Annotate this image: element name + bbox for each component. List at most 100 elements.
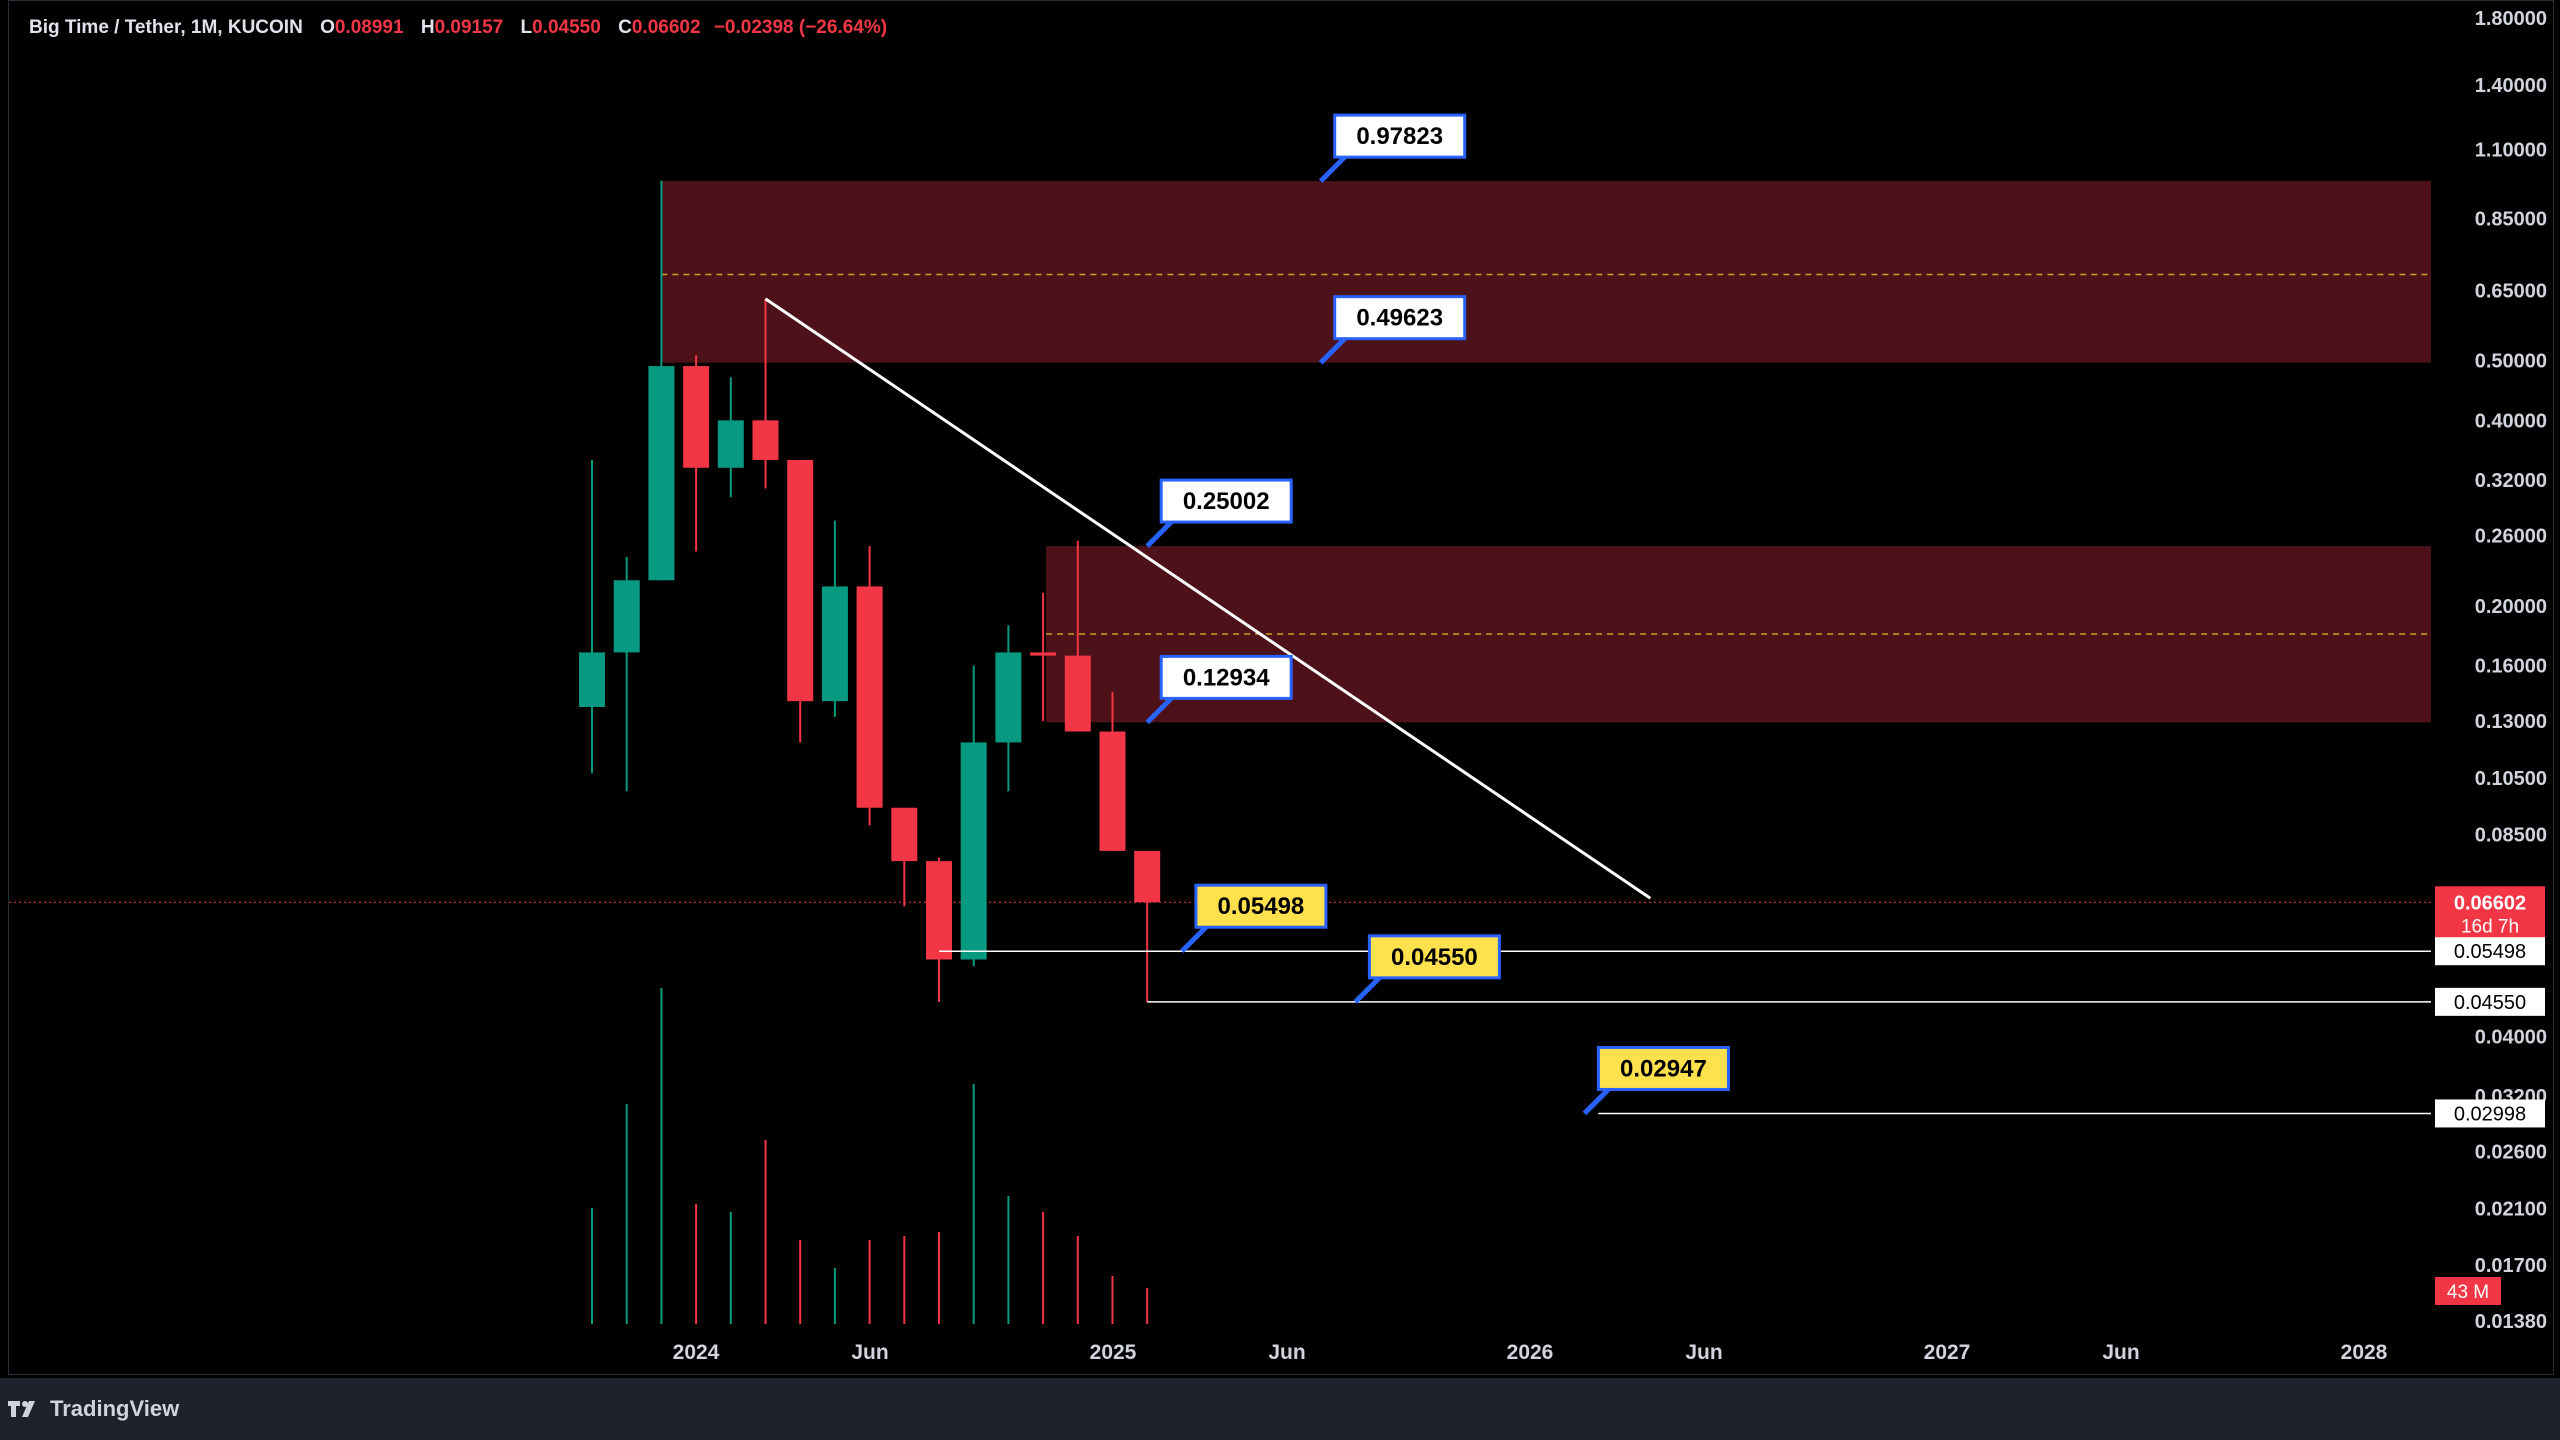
price-axis-label: 0.02100 xyxy=(2475,1199,2547,1221)
candle-body xyxy=(613,580,640,653)
current-price-tag xyxy=(2435,886,2545,939)
volume-value: 43 M xyxy=(2447,1282,2489,1303)
candle-body xyxy=(717,420,744,468)
close-value: 0.06602 xyxy=(631,17,701,38)
candle-body xyxy=(1030,652,1057,656)
price-chart[interactable]: 0.97823 0.49623 0.25002 0.12934 0.05498 0.045… xyxy=(9,1,2555,1376)
countdown-timer: 16d 7h xyxy=(2461,916,2519,937)
price-axis-label: 0.85000 xyxy=(2475,209,2547,231)
price-axis-label: 0.08500 xyxy=(2475,825,2547,847)
callout-pointer xyxy=(1353,976,1382,1004)
time-axis-label: Jun xyxy=(851,1341,888,1364)
candle-body xyxy=(926,861,952,960)
time-axis-label: Jun xyxy=(2102,1341,2139,1364)
tradingview-logo-icon xyxy=(8,1401,35,1417)
chart-area[interactable]: 0.97823 0.49623 0.25002 0.12934 0.05498 0.045… xyxy=(8,0,2554,1375)
callout-label: 0.49623 xyxy=(1356,305,1443,332)
level-price-tag xyxy=(2435,987,2545,1016)
volume-bar xyxy=(764,1140,767,1324)
price-axis-label: 0.10500 xyxy=(2475,768,2547,790)
tradingview-brand: TradingView xyxy=(50,1396,180,1421)
candle-body xyxy=(1099,731,1126,851)
callout-pointer xyxy=(1318,336,1347,365)
price-axis-label: 0.26000 xyxy=(2475,526,2547,548)
change-value: −0.02398 (−26.64%) xyxy=(713,17,888,38)
open-value: 0.08991 xyxy=(334,17,404,38)
open-label: O xyxy=(320,17,335,38)
volume-bar xyxy=(625,1104,628,1324)
time-axis-label: 2025 xyxy=(1090,1341,1137,1364)
price-axis-label: 1.40000 xyxy=(2475,75,2547,97)
volume-bar xyxy=(695,1204,698,1324)
callout-label: 0.12934 xyxy=(1183,664,1270,691)
volume-bar xyxy=(729,1212,732,1324)
volume-bar xyxy=(799,1240,802,1324)
callout-box xyxy=(1333,113,1467,159)
current-price-value: 0.06602 xyxy=(2454,892,2526,914)
price-axis-label: 0.32000 xyxy=(2475,470,2547,492)
time-axis-label: 2026 xyxy=(1507,1341,1554,1364)
callout-box xyxy=(1194,883,1328,929)
time-axis-label: Jun xyxy=(1685,1341,1722,1364)
callout-box xyxy=(1596,1045,1730,1091)
callout-pointer xyxy=(1145,696,1173,725)
volume-bar xyxy=(903,1236,906,1324)
footer-bar: TradingView xyxy=(0,1378,2560,1440)
volume-bar xyxy=(1146,1288,1149,1324)
price-axis-label: 1.80000 xyxy=(2475,8,2547,30)
callout-box xyxy=(1159,478,1293,524)
price-axis-label: 0.13000 xyxy=(2475,711,2547,733)
volume-bar xyxy=(1076,1236,1079,1324)
level-price-value: 0.05498 xyxy=(2454,941,2526,963)
tradingview-logo[interactable]: TradingView xyxy=(6,1396,179,1422)
symbol-title[interactable]: Big Time / Tether, 1M, KUCOIN xyxy=(29,17,303,38)
symbol-legend: Big Time / Tether, 1M, KUCOIN O0.08991 H… xyxy=(29,17,887,39)
candle-body xyxy=(821,586,848,702)
price-axis-label: 0.01700 xyxy=(2475,1255,2547,1277)
volume-bar xyxy=(660,988,663,1324)
volume-tag xyxy=(2435,1277,2501,1305)
volume-bar xyxy=(1007,1196,1010,1324)
close-label: C xyxy=(618,17,632,38)
callout-pointer xyxy=(1318,155,1347,183)
volume-bar xyxy=(1042,1212,1045,1324)
price-axis-label: 0.20000 xyxy=(2475,596,2547,618)
candle-body xyxy=(787,459,814,702)
candle-body xyxy=(995,652,1022,743)
price-axis-label: 1.10000 xyxy=(2475,140,2547,162)
callout-label: 0.25002 xyxy=(1183,488,1270,515)
candle-body xyxy=(752,420,779,460)
price-axis-label: 0.02600 xyxy=(2475,1142,2547,1164)
candle-body xyxy=(856,586,883,808)
supply-zone-1 xyxy=(661,181,2431,363)
time-axis-label: 2028 xyxy=(2341,1341,2388,1364)
level-price-tag xyxy=(2435,937,2545,966)
callout-box xyxy=(1159,654,1293,700)
candle-body xyxy=(891,807,918,862)
callout-pointer xyxy=(1145,520,1173,548)
low-value: 0.04550 xyxy=(532,17,601,38)
callout-label: 0.02947 xyxy=(1620,1055,1707,1082)
low-label: L xyxy=(520,17,533,38)
candle-body xyxy=(1134,850,1161,903)
candle-body xyxy=(683,366,710,468)
price-axis-label: 0.50000 xyxy=(2475,351,2547,373)
price-axis-label: 0.65000 xyxy=(2475,280,2547,302)
time-axis-label: 2024 xyxy=(673,1341,720,1364)
volume-bar xyxy=(972,1084,975,1324)
candle-body xyxy=(648,366,675,581)
callout-label: 0.97823 xyxy=(1356,123,1443,150)
trendline xyxy=(764,297,1652,900)
high-value: 0.09157 xyxy=(434,17,504,38)
callout-pointer xyxy=(1180,925,1208,953)
level-price-value: 0.02998 xyxy=(2454,1103,2526,1125)
callout-box xyxy=(1367,934,1501,980)
price-axis-label: 0.16000 xyxy=(2475,655,2547,677)
volume-bar xyxy=(1111,1276,1114,1324)
callout-label: 0.04550 xyxy=(1391,944,1478,971)
level-price-value: 0.04550 xyxy=(2454,992,2526,1014)
volume-bar xyxy=(833,1268,836,1324)
high-label: H xyxy=(420,17,435,38)
callout-label: 0.05498 xyxy=(1218,893,1305,920)
volume-bar xyxy=(938,1232,940,1324)
